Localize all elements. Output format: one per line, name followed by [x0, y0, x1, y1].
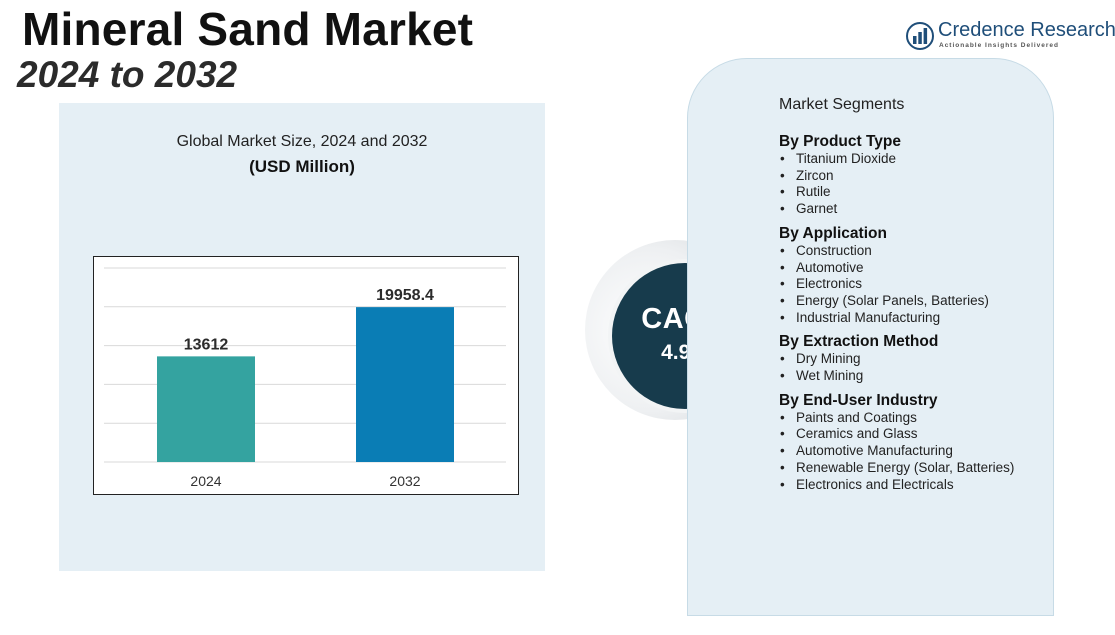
list-item: • Industrial Manufacturing	[780, 309, 941, 325]
list-item: • Paints and Coatings	[780, 409, 917, 425]
segment-group-extraction-method: By Extraction Method • Dry Mining • Wet Mi…	[779, 333, 1049, 384]
list-item: • Renewable Energy (Solar, Batteries)	[780, 459, 1015, 475]
bar-2024	[157, 356, 255, 462]
list-item: • Energy (Solar Panels, Batteries)	[780, 292, 989, 308]
list-item: • Garnet	[780, 201, 838, 217]
bar-chart-logo-icon	[906, 22, 934, 50]
list-item: • Automotive Manufacturing	[780, 443, 953, 459]
list-item: • Electronics and Electricals	[780, 476, 954, 492]
list-item: • Titanium Dioxide	[780, 151, 897, 166]
chart-unit-label: (USD Million)	[249, 157, 355, 176]
segment-group-product-type: By Product Type • Titanium Dioxide • Zirco…	[779, 133, 1049, 218]
page-subtitle: 2024 to 2032	[17, 54, 238, 95]
segment-group-application: By Application • Construction • Automotive…	[779, 225, 1049, 327]
segment-group-title: By Application	[779, 224, 887, 242]
list-item: • Ceramics and Glass	[780, 426, 918, 442]
plot-area: 13612 2024 19958.4 2032	[93, 256, 519, 495]
brand-logo: Credence Research Actionable Insights De…	[906, 19, 1115, 52]
data-label-2032: 19958.4	[376, 287, 434, 304]
x-tick-label-2032: 2032	[389, 473, 420, 489]
data-label-2024: 13612	[184, 336, 229, 353]
list-item: • Rutile	[780, 184, 831, 200]
market-segments-panel	[687, 58, 1054, 616]
segment-group-title: By End-User Industry	[779, 391, 938, 409]
segment-group-title: By Extraction Method	[779, 333, 939, 351]
segments-heading: Market Segments	[779, 96, 905, 113]
market-size-chart-panel: Global Market Size, 2024 and 2032 (USD M…	[59, 103, 545, 571]
list-item: • Wet Mining	[780, 368, 864, 384]
bar-chart: 13612 2024 19958.4 2032	[104, 267, 506, 489]
market-segments-content: Market Segments By Product Type • Titaniu…	[779, 96, 1049, 500]
brand-tagline: Actionable Insights Delivered	[939, 42, 1060, 49]
list-item: • Zircon	[780, 167, 834, 183]
list-item: • Automotive	[780, 259, 864, 275]
bar-2032	[356, 307, 454, 462]
list-item: • Construction	[780, 242, 872, 258]
list-item: • Dry Mining	[780, 351, 861, 367]
segment-group-end-user-industry: By End-User Industry • Paints and Coating…	[779, 392, 1049, 494]
list-item: • Electronics	[780, 276, 863, 292]
brand-name: Credence Research	[938, 19, 1115, 41]
chart-title: Global Market Size, 2024 and 2032	[176, 133, 428, 150]
segment-group-title: By Product Type	[779, 133, 902, 150]
x-tick-label-2024: 2024	[190, 473, 221, 489]
page-title: Mineral Sand Market	[22, 3, 474, 55]
